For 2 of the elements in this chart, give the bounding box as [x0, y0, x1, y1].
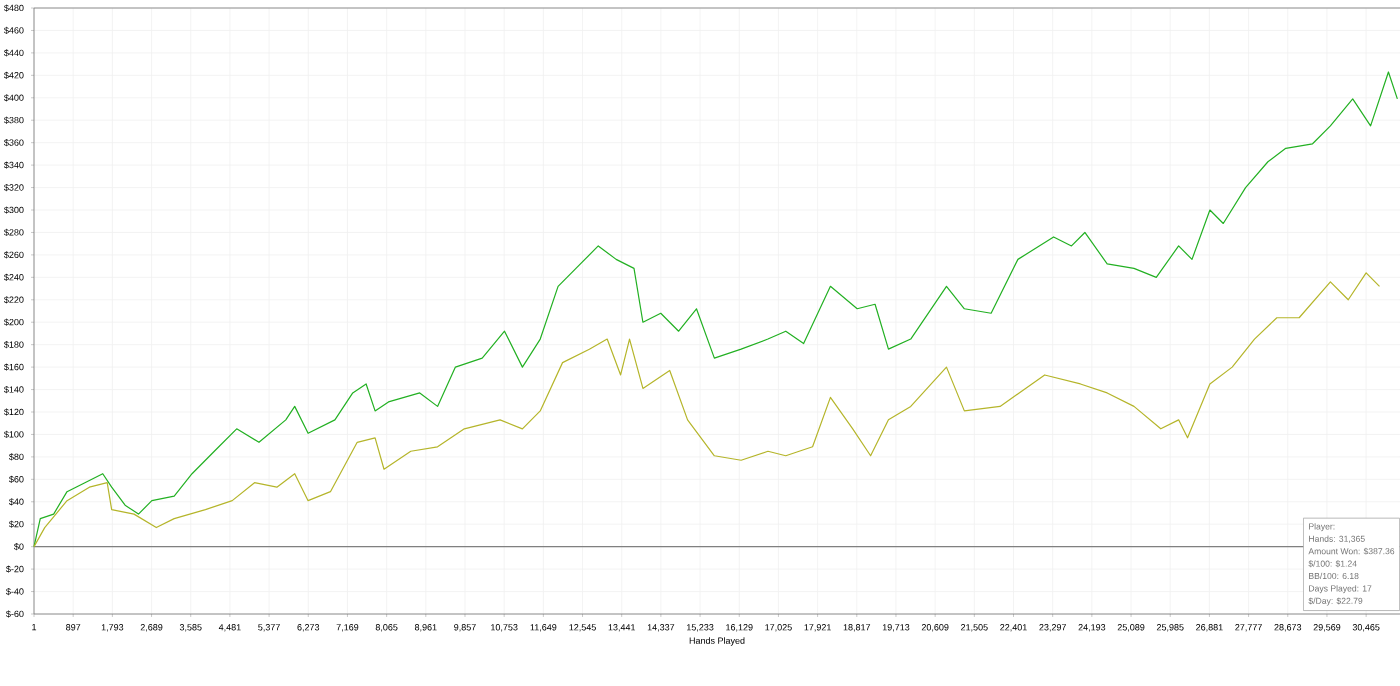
line-series [33, 272, 1381, 548]
line-series [33, 71, 1398, 548]
